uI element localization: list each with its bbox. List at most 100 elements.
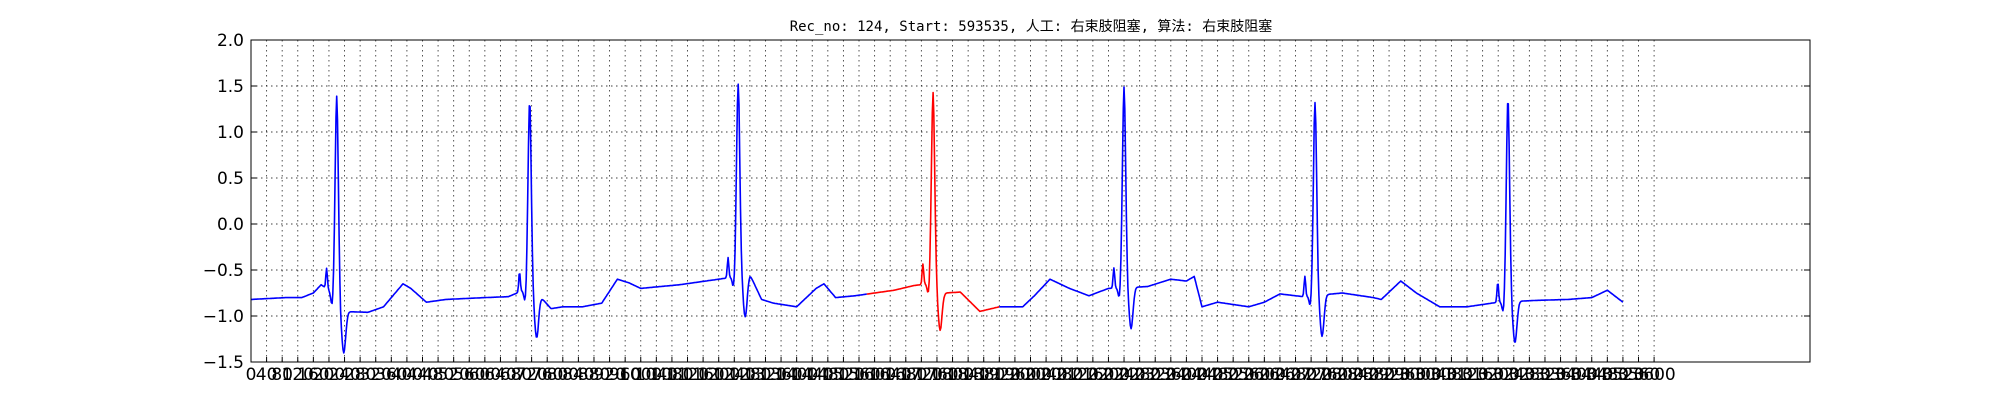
x-tick-label: 880 xyxy=(578,365,610,385)
x-tick-label: 3160 xyxy=(1461,365,1504,385)
y-tick-label: 0.5 xyxy=(217,169,244,189)
x-tick-label: 3240 xyxy=(1492,365,1535,385)
series-layer xyxy=(251,83,1624,354)
x-tick-label: 1520 xyxy=(822,365,865,385)
y-tick-label: −1.5 xyxy=(203,353,244,373)
x-tick-label: 1280 xyxy=(728,365,771,385)
x-tick-label: 720 xyxy=(515,365,547,385)
ecg-series-line xyxy=(866,91,1000,332)
x-tick-label: 1160 xyxy=(681,365,724,385)
x-tick-label: 3400 xyxy=(1555,365,1598,385)
x-tick-label: 3000 xyxy=(1399,365,1442,385)
ecg-series-line xyxy=(251,83,867,354)
x-tick-label: 680 xyxy=(500,365,532,385)
x-tick-label: 0 xyxy=(246,365,257,385)
y-tick-label: 1.0 xyxy=(217,123,244,143)
x-tick-label: 2120 xyxy=(1056,365,1099,385)
y-tick-label: 0.0 xyxy=(217,215,244,235)
x-tick-label: 1840 xyxy=(947,365,990,385)
x-tick-label: 640 xyxy=(484,365,516,385)
x-tick-label: 1120 xyxy=(666,365,709,385)
x-tick-label: 2920 xyxy=(1367,365,1410,385)
x-tick-label: 520 xyxy=(437,365,469,385)
chart-title: Rec_no: 124, Start: 593535, 人工: 右束肢阻塞, 算… xyxy=(790,18,1273,35)
x-tick-label: 3480 xyxy=(1586,365,1629,385)
x-tick-label: 1680 xyxy=(884,365,927,385)
x-tick-label: 440 xyxy=(406,365,438,385)
x-tick-label: 2480 xyxy=(1196,365,1239,385)
x-tick-label: 3360 xyxy=(1539,365,1582,385)
x-axis-ticks: 0 408012016020024028032036040044048052056… xyxy=(246,357,1676,385)
x-tick-label: 2320 xyxy=(1134,365,1177,385)
x-tick-label: 120 xyxy=(282,365,314,385)
x-tick-label: 2840 xyxy=(1336,365,1379,385)
x-tick-label: 280 xyxy=(344,365,376,385)
x-tick-label: 1440 xyxy=(791,365,834,385)
x-tick-label: 2080 xyxy=(1040,365,1083,385)
x-tick-label: 480 xyxy=(422,365,454,385)
x-tick-label: 2560 xyxy=(1227,365,1270,385)
y-tick-label: −0.5 xyxy=(203,261,244,281)
y-axis-ticks: −1.5 −1.0 −0.5 0.0 0.5 1.0 1.5 2.0 xyxy=(203,31,1810,373)
x-tick-label: 2000 xyxy=(1009,365,1052,385)
y-tick-label: 1.5 xyxy=(217,77,244,97)
x-tick-label: 2800 xyxy=(1321,365,1364,385)
x-tick-label: 2760 xyxy=(1305,365,1348,385)
x-tick-label: 360 xyxy=(375,365,407,385)
x-tick-label: 2520 xyxy=(1212,365,1255,385)
x-tick-label: 1480 xyxy=(806,365,849,385)
x-tick-label: 200 xyxy=(313,365,345,385)
x-tick-label: 760 xyxy=(531,365,563,385)
x-tick-label: 2640 xyxy=(1258,365,1301,385)
y-tick-label: −1.0 xyxy=(203,307,244,327)
x-tick-label: 1720 xyxy=(900,365,943,385)
x-tick-label: 400 xyxy=(391,365,423,385)
x-tick-label: 3440 xyxy=(1570,365,1613,385)
x-tick-label: 1560 xyxy=(837,365,880,385)
x-tick-label: 1760 xyxy=(915,365,958,385)
x-tick-label: 2160 xyxy=(1071,365,1114,385)
x-tick-label: 2680 xyxy=(1274,365,1317,385)
x-tick-label: 3560 xyxy=(1617,365,1660,385)
x-tick-label: 1000 xyxy=(619,365,662,385)
x-tick-label: 600 xyxy=(469,365,501,385)
grid-layer xyxy=(250,39,1810,363)
x-tick-label: 2440 xyxy=(1180,365,1223,385)
x-tick-label: 1040 xyxy=(635,365,678,385)
x-tick-label: 1920 xyxy=(978,365,1021,385)
x-tick-label: 3200 xyxy=(1477,365,1520,385)
x-tick-label: 2880 xyxy=(1352,365,1395,385)
x-tick-label: 2600 xyxy=(1243,365,1286,385)
x-tick-label: 3520 xyxy=(1601,365,1644,385)
x-tick-label: 2040 xyxy=(1024,365,1067,385)
x-tick-label: 1600 xyxy=(853,365,896,385)
x-tick-label: 80 xyxy=(271,365,293,385)
x-tick-label: 1320 xyxy=(744,365,787,385)
x-tick-label: 560 xyxy=(453,365,485,385)
x-tick-label: 920 xyxy=(593,365,625,385)
x-tick-label: 320 xyxy=(359,365,391,385)
x-tick-label: 240 xyxy=(328,365,360,385)
x-tick-label: 1800 xyxy=(931,365,974,385)
x-tick-label: 2720 xyxy=(1289,365,1332,385)
x-tick-label: 3600 xyxy=(1632,365,1675,385)
x-tick-label: 840 xyxy=(562,365,594,385)
ecg-series-line xyxy=(999,86,1624,343)
x-tick-label: 2960 xyxy=(1383,365,1426,385)
x-tick-label: 3120 xyxy=(1445,365,1488,385)
x-tick-label: 800 xyxy=(547,365,579,385)
x-tick-label: 2360 xyxy=(1149,365,1192,385)
x-tick-label: 1960 xyxy=(993,365,1036,385)
x-tick-label: 3040 xyxy=(1414,365,1457,385)
x-tick-label: 3320 xyxy=(1523,365,1566,385)
x-tick-label: 2400 xyxy=(1165,365,1208,385)
x-tick-label: 1880 xyxy=(962,365,1005,385)
x-tick-label: 3080 xyxy=(1430,365,1473,385)
x-tick-label: 2240 xyxy=(1102,365,1145,385)
x-tick-label: 2280 xyxy=(1118,365,1161,385)
x-tick-label: 1400 xyxy=(775,365,818,385)
x-tick-label: 1240 xyxy=(713,365,756,385)
y-tick-label: 2.0 xyxy=(217,31,244,51)
x-tick-label: 1640 xyxy=(869,365,912,385)
